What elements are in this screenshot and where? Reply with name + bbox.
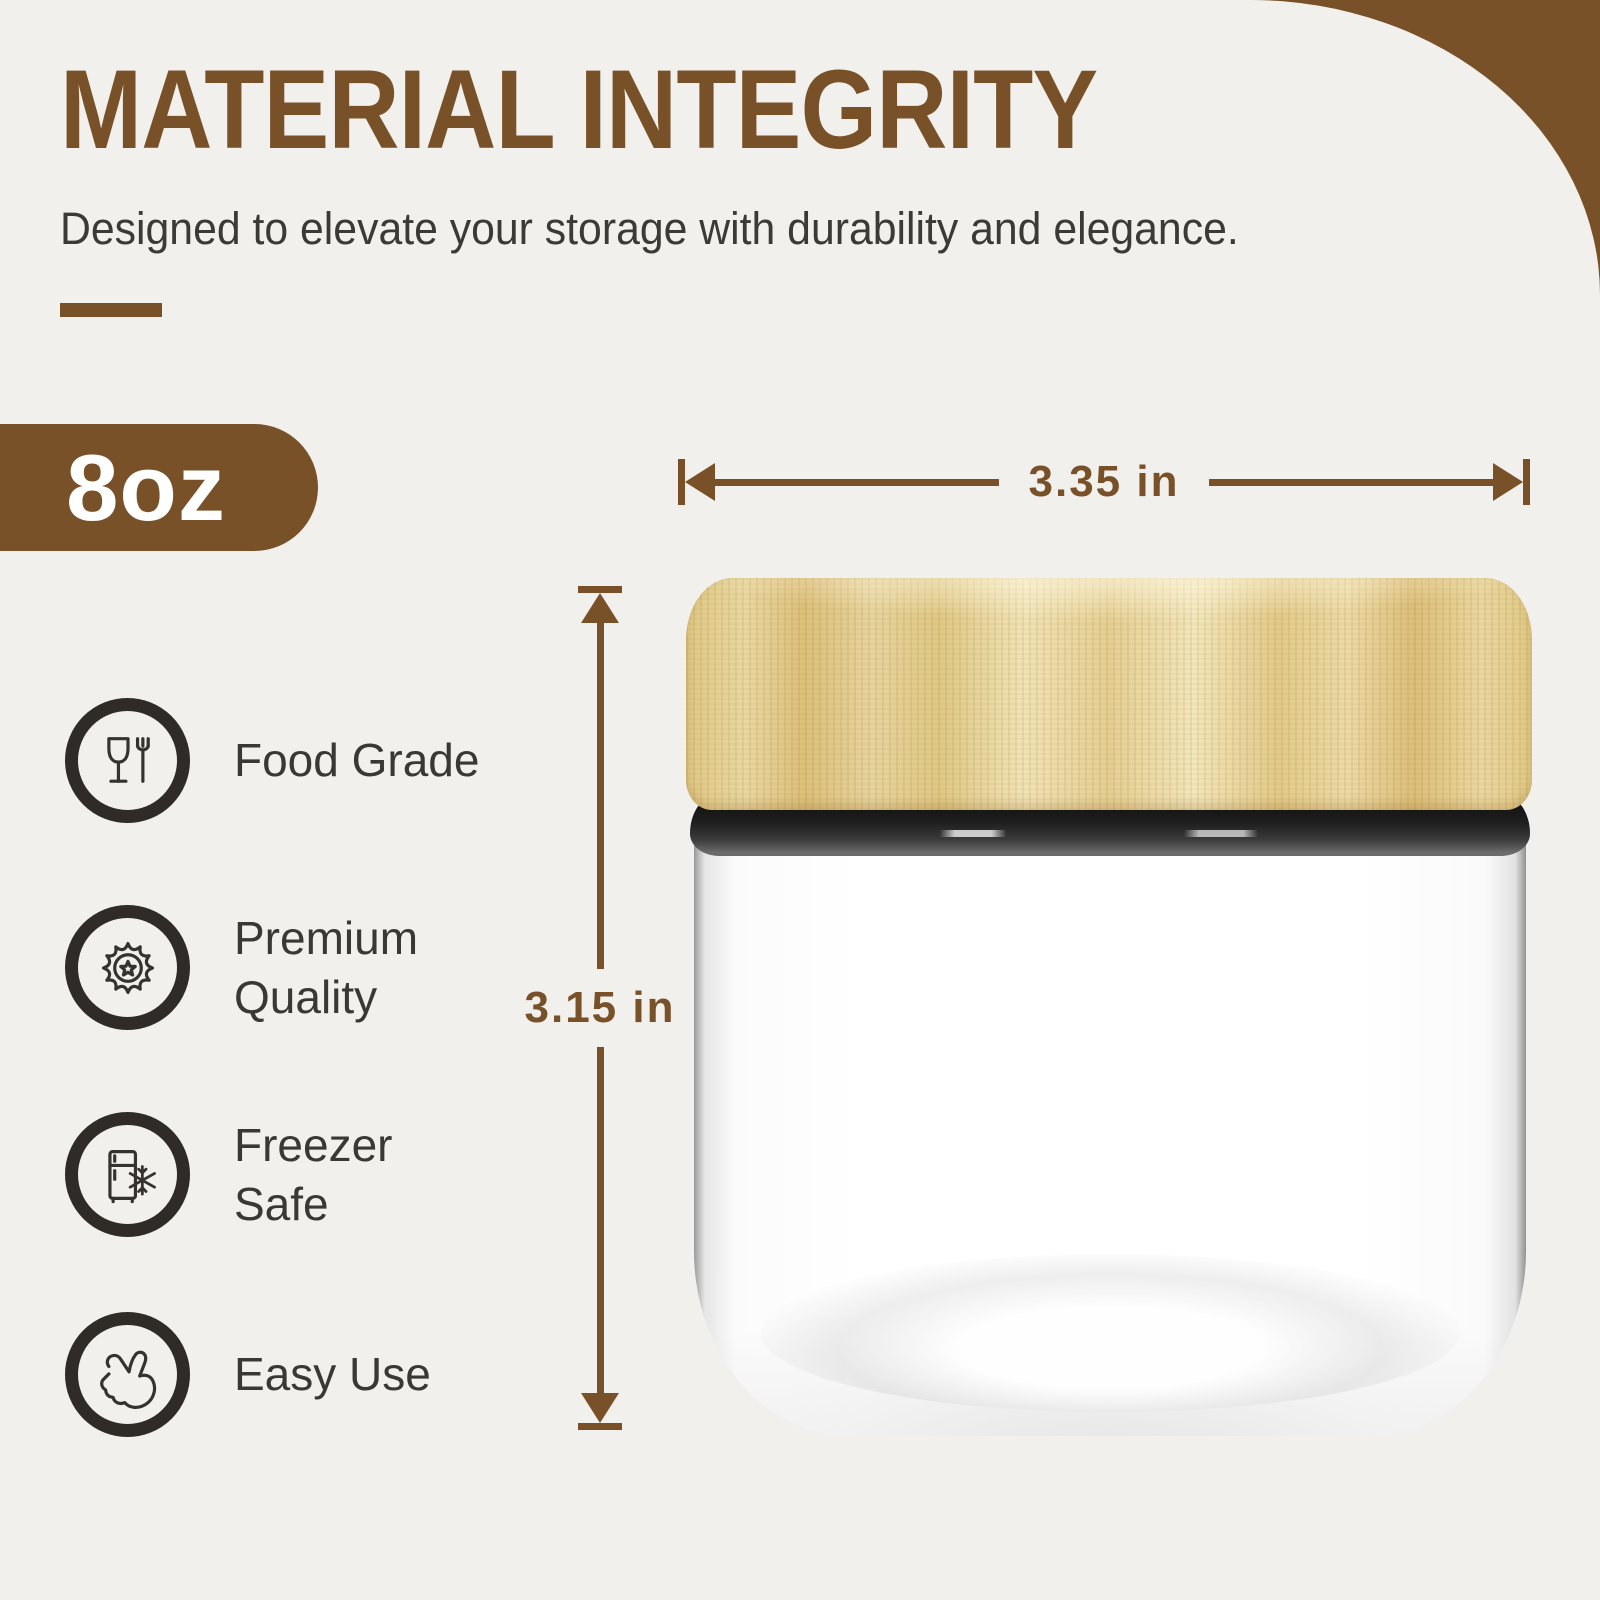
dimension-line-segment bbox=[596, 623, 604, 969]
arrowhead-down-icon bbox=[581, 1393, 619, 1423]
jar-glass-body bbox=[694, 830, 1526, 1436]
dimension-endcap bbox=[578, 1423, 622, 1430]
page-title: MATERIAL INTEGRITY bbox=[60, 47, 1098, 172]
height-dimension-line: 3.15 in bbox=[515, 586, 685, 1430]
feature-freezer-safe: Freezer Safe bbox=[65, 1112, 484, 1237]
arrowhead-up-icon bbox=[581, 593, 619, 623]
easy-use-icon bbox=[65, 1312, 190, 1437]
feature-label: Freezer Safe bbox=[234, 1118, 393, 1230]
capacity-badge-label: 8oz bbox=[66, 434, 226, 540]
arrowhead-left-icon bbox=[685, 463, 715, 501]
rosette-star-glyph bbox=[101, 941, 154, 994]
food-grade-icon bbox=[65, 698, 190, 823]
feature-label: Food Grade bbox=[234, 734, 480, 787]
fridge-snowflake-glyph bbox=[107, 1149, 156, 1203]
premium-quality-icon bbox=[65, 905, 190, 1030]
dimension-line-segment bbox=[1209, 478, 1493, 486]
accent-bar bbox=[60, 303, 162, 317]
dimension-line-segment bbox=[715, 478, 999, 486]
pointing-hand-glyph bbox=[99, 1350, 156, 1409]
feature-food-grade: Food Grade bbox=[65, 698, 479, 823]
arrowhead-right-icon bbox=[1493, 463, 1523, 501]
page-subtitle: Designed to elevate your storage with du… bbox=[60, 203, 1239, 254]
dimension-endcap bbox=[678, 459, 685, 505]
feature-label: Premium Quality bbox=[234, 911, 419, 1023]
wine-glass-fork-glyph bbox=[106, 736, 150, 783]
feature-label: Easy Use bbox=[234, 1348, 431, 1401]
dimension-endcap bbox=[1523, 459, 1530, 505]
height-dimension-label: 3.15 in bbox=[524, 983, 676, 1032]
width-dimension-line: 3.35 in bbox=[678, 457, 1530, 506]
width-dimension-label: 3.35 in bbox=[1028, 457, 1180, 506]
feature-easy-use: Easy Use bbox=[65, 1312, 431, 1437]
dimension-line-segment bbox=[596, 1047, 604, 1393]
freezer-safe-icon bbox=[65, 1112, 190, 1237]
bamboo-lid bbox=[686, 578, 1532, 810]
feature-premium-quality: Premium Quality bbox=[65, 905, 484, 1030]
capacity-badge: 8oz bbox=[0, 424, 318, 551]
dimension-endcap bbox=[578, 586, 622, 593]
